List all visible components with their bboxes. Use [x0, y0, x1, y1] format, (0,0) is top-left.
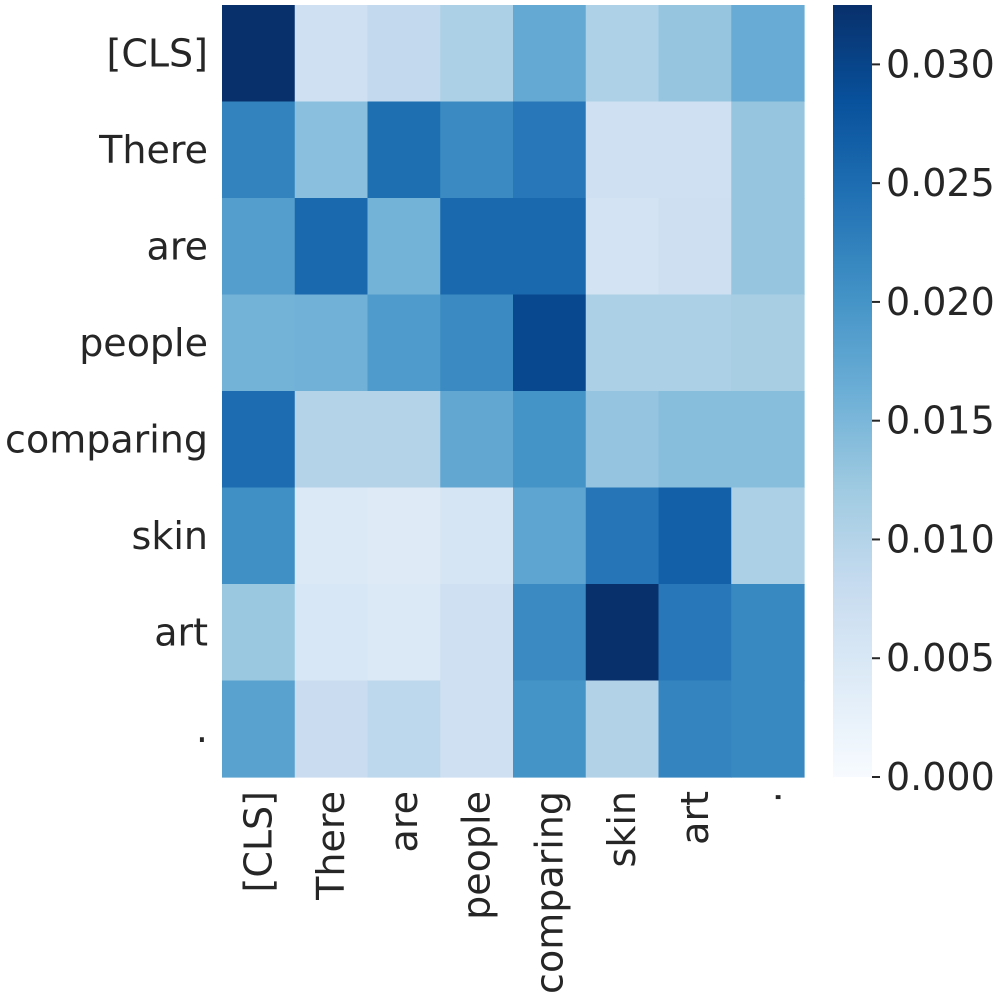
heatmap-cell-r0-c4 [513, 5, 587, 103]
x-tick-label: people [455, 791, 499, 920]
y-tick-label: comparing [5, 417, 208, 461]
colorbar-tick-label: 0.030 [886, 42, 995, 86]
heatmap-cell-r7-c2 [367, 680, 441, 778]
heatmap-cell-r4-c4 [513, 391, 587, 489]
x-tick-labels: [CLS] There are people comparing skin art. [236, 791, 789, 994]
x-tick-label: art [673, 791, 717, 845]
x-tick-label: are [382, 791, 426, 852]
heatmap-cell-r3-c6 [658, 294, 732, 392]
colorbar-ticks: 0.000 0.005 0.010 0.015 0.020 0.025 0.030 [872, 42, 995, 799]
heatmap-cell-r5-c1 [294, 487, 369, 585]
heatmap-cell-r3-c3 [440, 294, 514, 392]
colorbar-tick-label: 0.005 [886, 636, 995, 680]
colorbar-tick-label: 0.010 [886, 517, 995, 561]
heatmap-cell-r4-c6 [658, 391, 732, 489]
heatmap-cell-r6-c6 [658, 584, 732, 682]
y-tick-label: [CLS] [107, 31, 208, 75]
heatmap-cell-r1-c4 [513, 101, 587, 199]
x-tick-label: [CLS] [236, 791, 280, 892]
heatmap-cell-r2-c4 [513, 198, 587, 296]
heatmap-cell-r1-c1 [294, 101, 369, 199]
heatmap-cell-r5-c6 [658, 487, 732, 585]
heatmap-cell-r2-c5 [585, 198, 660, 296]
heatmap-cell-r6-c4 [513, 584, 587, 682]
heatmap-cell-r3-c1 [294, 294, 369, 392]
heatmap-cell-r5-c7 [731, 487, 805, 585]
heatmap-cell-r3-c0 [222, 294, 296, 392]
heatmap-cell-r6-c0 [222, 584, 296, 682]
heatmap-cell-r2-c2 [367, 198, 441, 296]
heatmap-cell-r7-c5 [585, 680, 660, 778]
heatmap-cell-r3-c2 [367, 294, 441, 392]
heatmap-cell-r5-c2 [367, 487, 441, 585]
y-tick-label: art [154, 610, 208, 654]
heatmap-cell-r2-c0 [222, 198, 296, 296]
heatmap-cell-r7-c7 [731, 680, 805, 778]
heatmap-cell-r0-c7 [731, 5, 805, 103]
heatmap-cell-r0-c6 [658, 5, 732, 103]
heatmap-cell-r7-c3 [440, 680, 514, 778]
heatmap-cell-r2-c1 [294, 198, 369, 296]
colorbar-tick-label: 0.020 [886, 280, 995, 324]
heatmap-cell-r4-c7 [731, 391, 805, 489]
heatmap-cell-r0-c0 [222, 5, 296, 103]
colorbar-tick-label: 0.015 [886, 399, 995, 443]
heatmap-cell-r2-c7 [731, 198, 805, 296]
heatmap-cell-r5-c4 [513, 487, 587, 585]
heatmap-cell-r7-c0 [222, 680, 296, 778]
heatmap-cell-r6-c1 [294, 584, 369, 682]
x-tick-label: skin [600, 791, 644, 867]
x-tick-label: There [309, 791, 353, 901]
colorbar-tick-label: 0.000 [886, 755, 995, 799]
heatmap-cell-r5-c5 [585, 487, 660, 585]
x-tick-label: . [746, 791, 790, 803]
y-tick-label: There [98, 128, 208, 172]
heatmap-cell-r0-c2 [367, 5, 441, 103]
y-tick-label: are [147, 224, 208, 268]
heatmap-cell-r1-c0 [222, 101, 296, 199]
heatmap-cell-r5-c0 [222, 487, 296, 585]
colorbar-tick-label: 0.025 [886, 161, 995, 205]
heatmap-cell-r1-c5 [585, 101, 660, 199]
y-tick-label: people [79, 321, 208, 365]
colorbar [833, 5, 872, 777]
heatmap-cell-r4-c5 [585, 391, 660, 489]
heatmap-cell-r6-c7 [731, 584, 805, 682]
heatmap-cell-r7-c4 [513, 680, 587, 778]
heatmap-cell-r6-c2 [367, 584, 441, 682]
heatmap-cell-r3-c4 [513, 294, 587, 392]
heatmap-cell-r4-c3 [440, 391, 514, 489]
heatmap-cell-r0-c3 [440, 5, 514, 103]
heatmap-cell-r1-c6 [658, 101, 732, 199]
heatmap-cell-r6-c3 [440, 584, 514, 682]
heatmap-cell-r1-c2 [367, 101, 441, 199]
heatmap-cell-r0-c1 [294, 5, 369, 103]
heatmap-cell-r1-c7 [731, 101, 805, 199]
heatmap-cell-r5-c3 [440, 487, 514, 585]
heatmap-cell-r7-c1 [294, 680, 369, 778]
y-tick-label: . [196, 707, 208, 751]
heatmap-cell-r4-c2 [367, 391, 441, 489]
heatmap-cell-r1-c3 [440, 101, 514, 199]
heatmap-cell-r7-c6 [658, 680, 732, 778]
x-tick-label: comparing [527, 791, 571, 994]
heatmap-cell-r4-c0 [222, 391, 296, 489]
heatmap-cell-r4-c1 [294, 391, 369, 489]
heatmap-cells [222, 5, 805, 778]
heatmap-cell-r3-c5 [585, 294, 660, 392]
y-tick-label: skin [132, 514, 208, 558]
y-tick-labels: [CLS] There are people comparing skin art. [5, 31, 208, 751]
heatmap-cell-r2-c3 [440, 198, 514, 296]
heatmap-cell-r3-c7 [731, 294, 805, 392]
heatmap-cell-r0-c5 [585, 5, 660, 103]
heatmap-cell-r6-c5 [585, 584, 660, 682]
heatmap-cell-r2-c6 [658, 198, 732, 296]
